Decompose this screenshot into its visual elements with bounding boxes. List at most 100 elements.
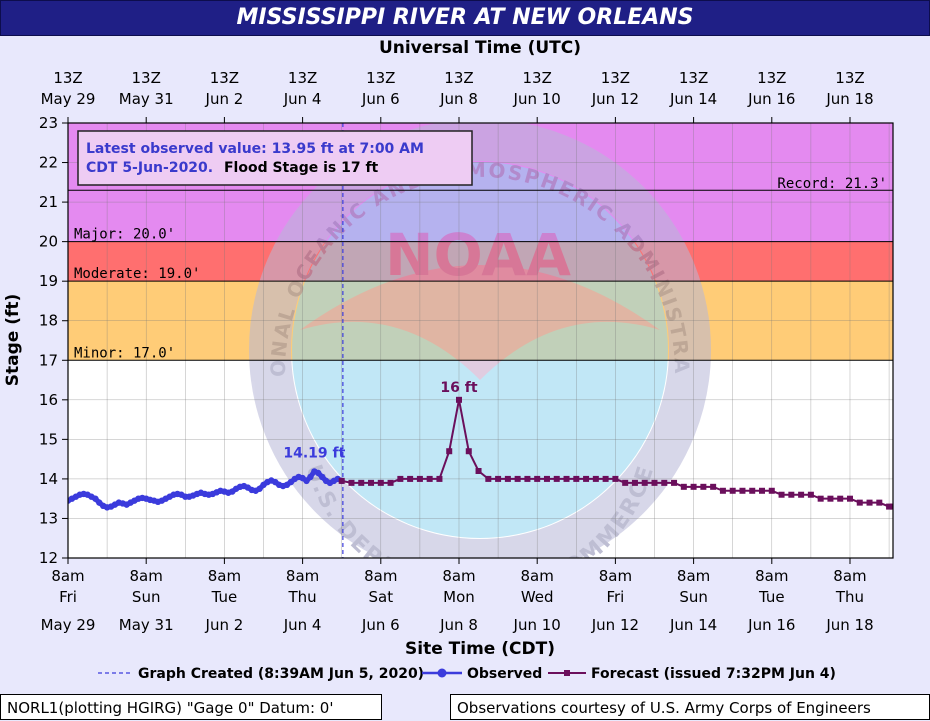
forecast-point	[768, 487, 775, 494]
watermark-outer-circle	[249, 123, 711, 558]
forecast-point	[890, 503, 893, 510]
y-tick-label: 15	[39, 430, 58, 448]
forecast-point	[671, 479, 678, 486]
forecast-point	[866, 499, 873, 506]
bottom-tick-day: Tue	[758, 588, 785, 606]
peak-labels: 14.19 ft 16 ft	[283, 380, 478, 462]
top-tick-date: Jun 14	[669, 90, 717, 108]
chart-title: MISSISSIPPI RIVER AT NEW ORLEANS	[0, 0, 930, 36]
forecast-point	[455, 396, 462, 403]
record-label: Record: 21.3'	[777, 176, 887, 192]
top-tick-hour: 13Z	[835, 69, 864, 87]
top-tick-hour: 13Z	[53, 69, 82, 87]
forecast-point	[543, 475, 550, 482]
legend-graph-created-label: Graph Created (8:39AM Jun 5, 2020)	[138, 666, 424, 682]
forecast-point	[827, 495, 834, 502]
y-tick-label: 14	[39, 470, 58, 488]
top-tick-hour: 13Z	[757, 69, 786, 87]
top-tick-date: Jun 8	[439, 90, 478, 108]
bottom-tick-time: 8am	[51, 567, 84, 585]
forecast-point	[700, 483, 707, 490]
bottom-tick-day: Mon	[443, 588, 475, 606]
bottom-tick-time: 8am	[521, 567, 554, 585]
bottom-tick-day: Fri	[59, 588, 77, 606]
forecast-point	[485, 475, 492, 482]
forecast-point	[573, 475, 580, 482]
observed-point	[315, 469, 322, 477]
top-tick-date: Jun 12	[591, 90, 639, 108]
forecast-point	[661, 479, 668, 486]
forecast-point	[377, 479, 384, 486]
bottom-tick-day: Wed	[521, 588, 554, 606]
top-tick-hour: 13Z	[366, 69, 395, 87]
top-tick-hour: 13Z	[132, 69, 161, 87]
top-tick-date: May 29	[41, 90, 96, 108]
forecast-point	[416, 475, 423, 482]
forecast-point	[631, 479, 638, 486]
legend-forecast-marker	[564, 670, 570, 676]
forecast-point	[680, 483, 687, 490]
bottom-tick-date: Jun 6	[361, 616, 400, 634]
chart-legend: Graph Created (8:39AM Jun 5, 2020) Obser…	[98, 666, 836, 682]
legend-forecast-label: Forecast (issued 7:32PM Jun 4)	[591, 666, 836, 682]
y-tick-label: 16	[39, 391, 58, 409]
observed-point	[92, 495, 99, 502]
gage-datum-footer: NORL1(plotting HGIRG) "Gage 0" Datum: 0'	[0, 694, 382, 720]
observed-point	[303, 477, 310, 485]
watermark-bird-shape	[300, 265, 660, 380]
forecast-point	[837, 495, 844, 502]
y-tick-label: 22	[39, 154, 58, 172]
forecast-point	[798, 491, 805, 498]
forecast-point	[397, 475, 404, 482]
band-label-minor: Minor: 17.0'	[74, 345, 175, 361]
forecast-point	[778, 491, 785, 498]
top-axis-title: Universal Time (UTC)	[379, 38, 581, 58]
bottom-tick-time: 8am	[286, 567, 319, 585]
info-box: Latest observed value: 13.95 ft at 7:00 …	[77, 130, 473, 186]
bottom-axis-ticks: 8am Fri May 29 8am Sun May 31 8am Tue Jun 2 8am Th…	[41, 558, 874, 634]
bottom-tick-day: Sat	[368, 588, 393, 606]
forecast-point	[739, 487, 746, 494]
forecast-point	[534, 475, 541, 482]
bottom-tick-day: Sun	[679, 588, 708, 606]
forecast-point	[788, 491, 795, 498]
info-box-line-2: CDT 5-Jun-2020. Flood Stage is 17 ft	[86, 160, 379, 176]
forecast-point	[856, 499, 863, 506]
y-tick-label: 17	[39, 351, 58, 369]
bottom-tick-date: Jun 18	[825, 616, 873, 634]
top-tick-date: Jun 18	[825, 90, 873, 108]
y-tick-label: 23	[39, 114, 58, 132]
top-tick-date: Jun 2	[205, 90, 244, 108]
top-tick-hour: 13Z	[523, 69, 552, 87]
y-tick-label: 18	[39, 312, 58, 330]
x-axis-title: Site Time (CDT)	[405, 639, 555, 659]
forecast-point	[846, 495, 853, 502]
bottom-tick-day: Tue	[211, 588, 238, 606]
forecast-point	[690, 483, 697, 490]
bottom-tick-time: 8am	[599, 567, 632, 585]
top-tick-date: Jun 6	[361, 90, 400, 108]
forecast-point	[436, 475, 443, 482]
forecast-point	[426, 475, 433, 482]
forecast-point	[348, 479, 355, 486]
forecast-point	[495, 475, 502, 482]
bottom-tick-time: 8am	[442, 567, 475, 585]
top-tick-date: Jun 4	[283, 90, 322, 108]
forecast-point	[641, 479, 648, 486]
forecast-point	[886, 503, 893, 510]
forecast-point	[524, 475, 531, 482]
bottom-tick-time: 8am	[364, 567, 397, 585]
y-tick-label: 20	[39, 233, 58, 251]
bottom-tick-date: Jun 16	[747, 616, 795, 634]
chart-series	[68, 396, 893, 511]
forecast-point	[553, 475, 560, 482]
forecast-point	[504, 475, 511, 482]
legend-observed-marker	[437, 668, 447, 678]
forecast-point	[876, 499, 883, 506]
y-tick-label: 19	[39, 272, 58, 290]
bottom-tick-date: May 29	[41, 616, 96, 634]
bottom-tick-date: Jun 14	[669, 616, 717, 634]
bottom-tick-day: Thu	[835, 588, 864, 606]
forecast-point	[387, 479, 394, 486]
